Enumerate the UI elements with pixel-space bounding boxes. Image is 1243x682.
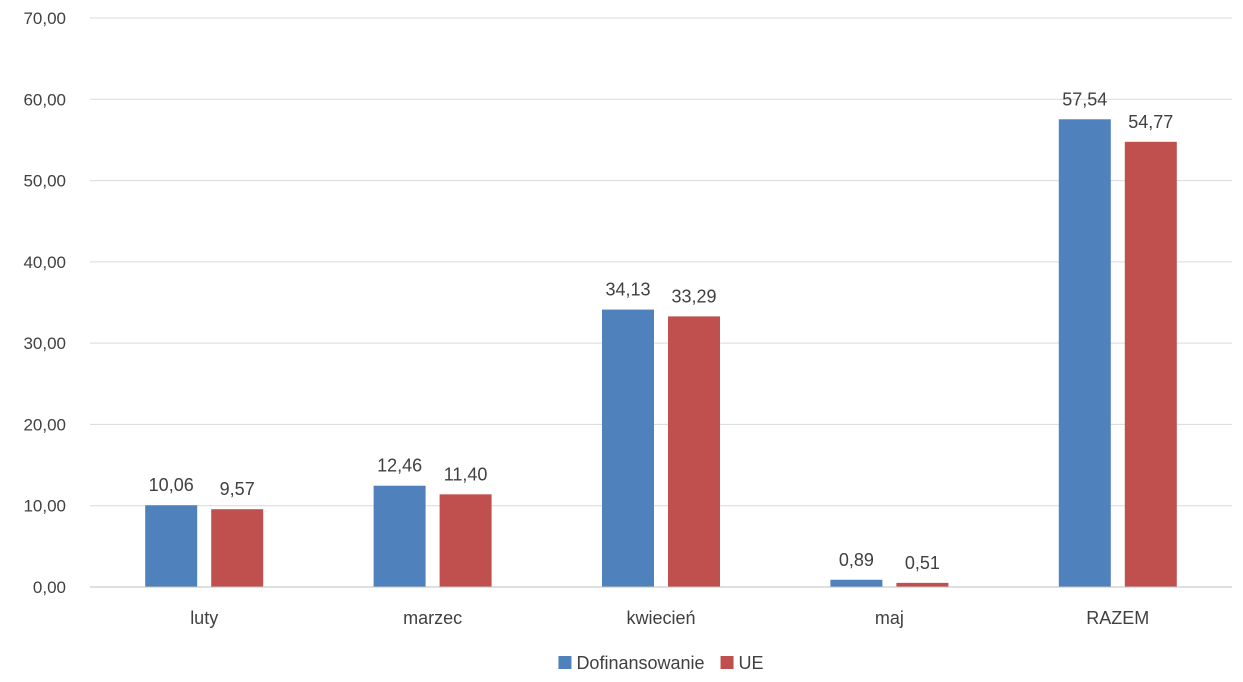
- data-label: 11,40: [444, 464, 488, 484]
- data-label: 0,51: [905, 553, 940, 573]
- data-label: 9,57: [220, 479, 255, 499]
- legend-swatch-ue: [720, 656, 734, 669]
- data-label: 33,29: [671, 286, 716, 306]
- bar-ue-2: [668, 316, 720, 587]
- x-axis-category-labels: luty marzec kwiecień maj RAZEM: [190, 608, 1149, 628]
- y-tick-label: 30,00: [23, 334, 66, 353]
- bar-dofinansowanie-2: [602, 309, 654, 587]
- data-labels: 10,06 9,57 12,46 11,40 34,13 33,29 0,89 0,51 57,…: [149, 89, 1174, 573]
- y-tick-label: 60,00: [23, 90, 66, 109]
- x-category-label: kwiecień: [626, 608, 695, 628]
- bar-dofinansowanie-3: [830, 579, 883, 587]
- bar-ue-1: [439, 494, 492, 587]
- x-category-label: marzec: [403, 608, 462, 628]
- y-tick-label: 20,00: [23, 415, 66, 434]
- legend-swatch-dofinansowanie: [558, 656, 572, 669]
- bar-ue-0: [211, 509, 264, 587]
- x-category-label: luty: [190, 608, 218, 628]
- data-label: 34,13: [605, 280, 650, 300]
- bars: [145, 119, 1177, 588]
- legend: Dofinansowanie UE: [558, 653, 764, 673]
- legend-label-dofinansowanie: Dofinansowanie: [576, 653, 704, 673]
- gridlines: [90, 17, 1232, 507]
- data-label: 54,77: [1128, 112, 1173, 132]
- bar-ue-4: [1124, 141, 1177, 587]
- bar-dofinansowanie-4: [1058, 119, 1111, 588]
- bar-ue-3: [896, 582, 949, 587]
- x-category-label: maj: [875, 608, 904, 628]
- y-tick-label: 10,00: [23, 497, 66, 516]
- data-label: 12,46: [377, 456, 422, 476]
- y-tick-label: 40,00: [23, 253, 66, 272]
- y-tick-label: 70,00: [23, 9, 66, 28]
- data-label: 0,89: [839, 550, 874, 570]
- x-category-label: RAZEM: [1086, 608, 1149, 628]
- data-label: 10,06: [149, 475, 194, 495]
- legend-label-ue: UE: [739, 653, 764, 673]
- y-axis-tick-labels: 0,00 10,00 20,00 30,00 40,00 50,00 60,00 70,00: [23, 9, 66, 597]
- y-tick-label: 0,00: [33, 578, 66, 597]
- y-tick-label: 50,00: [23, 172, 66, 191]
- data-label: 57,54: [1062, 89, 1107, 109]
- bar-dofinansowanie-0: [145, 505, 198, 587]
- bar-dofinansowanie-1: [373, 485, 426, 587]
